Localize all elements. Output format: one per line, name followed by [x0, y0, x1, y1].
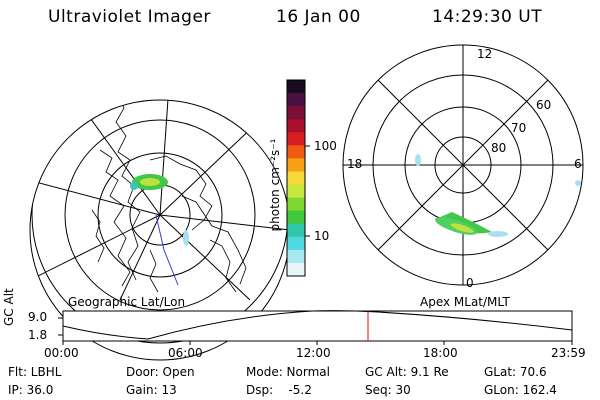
y-tick-1-8: 1.8: [28, 328, 48, 342]
gain-readout: Gain: 13: [126, 383, 177, 397]
timeline-axis-label: GC Alt: [2, 288, 16, 326]
colorbar-segment: [287, 171, 305, 186]
colorbar-segment: [287, 236, 305, 251]
aurora-emission-polar: [415, 154, 581, 237]
colorbar-segment: [287, 184, 305, 199]
y-tick-9: 9.0: [28, 310, 48, 324]
date-label: 16 Jan 00: [276, 7, 361, 27]
colorbar-segment: [287, 106, 305, 120]
glat-readout: GLat: 70.6: [484, 365, 547, 379]
colorbar-segment: [287, 93, 305, 107]
mlat-label-60: 60: [536, 98, 552, 112]
colorbar-segment: [287, 249, 305, 264]
polar-map: [342, 44, 584, 286]
colorbar-segment: [287, 158, 305, 172]
satellite-track: [155, 214, 179, 286]
colorbar-segment: [287, 145, 305, 159]
colorbar-segment: [287, 197, 305, 212]
colorbar-segment: [287, 223, 305, 238]
time-label: 14:29:30 UT: [432, 7, 543, 27]
timeline-plot: [58, 310, 573, 345]
colorbar-unit-label: photon cm⁻²s⁻¹: [268, 138, 282, 232]
mlt-label-0: 0: [466, 276, 474, 290]
colorbar-segment: [287, 119, 305, 133]
polar-panel-label: Apex MLat/MLT: [420, 295, 510, 309]
door-readout: Door: Open: [126, 365, 195, 379]
mlat-label-80: 80: [491, 141, 507, 155]
geographic-panel-label: Geographic Lat/Lon: [68, 295, 186, 309]
x-tick-2359: 23:59: [551, 346, 586, 360]
mlt-label-18: 18: [347, 157, 363, 171]
aurora-emission-geo: [130, 174, 189, 246]
ip-readout: IP: 36.0: [8, 383, 54, 397]
coastlines: [91, 100, 247, 293]
colorbar-tick-10: 10: [314, 229, 330, 243]
mlt-label-12: 12: [477, 47, 493, 61]
mode-readout: Mode: Normal: [246, 365, 330, 379]
x-tick-0600: 06:00: [168, 346, 203, 360]
x-tick-0000: 00:00: [44, 346, 79, 360]
mlat-label-70: 70: [511, 121, 527, 135]
colorbar-segment: [287, 132, 305, 146]
colorbar-segment: [287, 210, 305, 225]
mlt-grid: [343, 45, 583, 285]
filter-readout: Flt: LBHL: [8, 365, 62, 379]
colorbar-segment: [287, 80, 305, 94]
x-tick-1200: 12:00: [296, 346, 331, 360]
dsp-readout: Dsp: -5.2: [246, 383, 312, 397]
instrument-title: Ultraviolet Imager: [48, 7, 211, 27]
glon-readout: GLon: 162.4: [484, 383, 557, 397]
gc-alt-readout: GC Alt: 9.1 Re: [365, 365, 449, 379]
altitude-curve: [62, 310, 573, 340]
mlt-label-6: 6: [574, 157, 582, 171]
colorbar-tick-100: 100: [314, 139, 337, 153]
color-bar: [287, 80, 305, 277]
x-tick-1800: 18:00: [423, 346, 458, 360]
colorbar-segment: [287, 262, 305, 277]
seq-readout: Seq: 30: [365, 383, 411, 397]
